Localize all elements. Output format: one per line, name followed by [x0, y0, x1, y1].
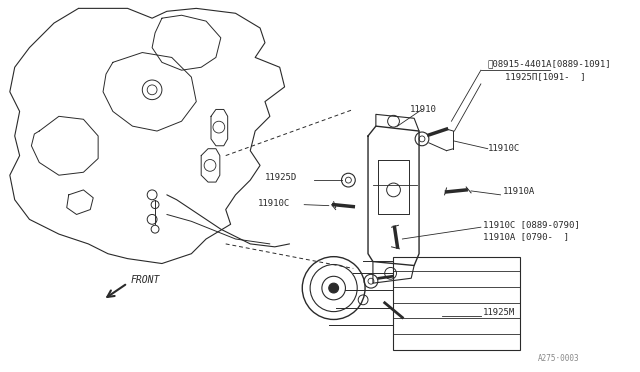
Text: 11910A: 11910A: [502, 187, 534, 196]
Text: 11910C [0889-0790]: 11910C [0889-0790]: [483, 220, 580, 229]
Text: 11910A [0790-  ]: 11910A [0790- ]: [483, 232, 569, 241]
Text: 11925Π[1091-  ]: 11925Π[1091- ]: [506, 73, 586, 81]
Text: 11910: 11910: [410, 105, 437, 114]
Bar: [392, 257, 520, 350]
Text: 11925M: 11925M: [483, 308, 515, 317]
Text: 11910C: 11910C: [488, 144, 520, 153]
Circle shape: [329, 283, 339, 293]
Text: 11925D: 11925D: [265, 173, 297, 182]
Text: 11910C: 11910C: [258, 199, 291, 208]
Text: FRONT: FRONT: [131, 275, 160, 285]
Text: Ⓦ08915-4401A[0889-1091]: Ⓦ08915-4401A[0889-1091]: [488, 60, 611, 69]
Text: A275·0003: A275·0003: [538, 354, 579, 363]
